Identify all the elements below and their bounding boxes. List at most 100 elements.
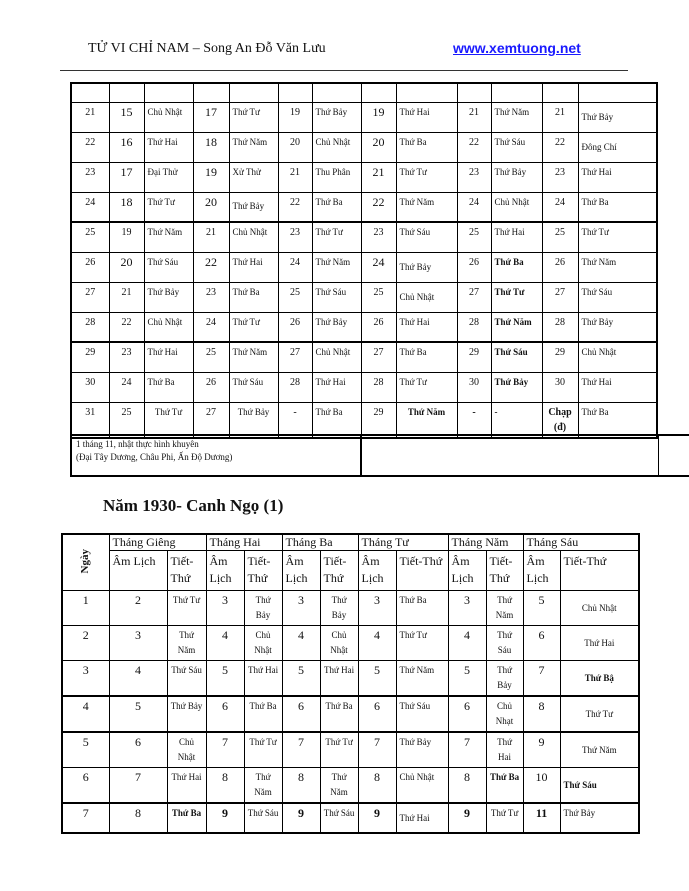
weekday-cell: Thứ Bảy <box>485 660 524 697</box>
day-cell: 22 <box>70 131 110 163</box>
weekday-cell: Thứ Hai <box>577 161 658 193</box>
lunar-date-cell: 6 <box>447 695 487 733</box>
weekday-cell: Thứ Bảy <box>395 731 449 768</box>
weekday-cell: Thứ Năm <box>319 767 359 804</box>
table-row: 26 20 Thứ Sáu 22 Thứ Hai 24 Thứ Năm 24 Thứ Bảy 26… <box>70 251 658 283</box>
lunar-date-cell: 25 <box>108 401 145 438</box>
weekday-cell: Thứ Năm <box>143 221 194 253</box>
day-cell: 3 <box>61 660 110 697</box>
lunar-date-cell: 22 <box>108 311 145 343</box>
weekday-cell: Thứ Bảy <box>559 802 640 834</box>
lunar-date-cell: 7 <box>281 731 321 768</box>
weekday-cell: Thứ Tư <box>485 802 524 834</box>
weekday-cell: Thứ Sáu <box>319 802 359 834</box>
weekday-cell: Thứ Hai <box>143 131 194 163</box>
weekday-cell: Thứ Năm <box>228 131 279 163</box>
lunar-date-cell: 6 <box>108 731 168 768</box>
weekday-cell: Thứ Ba <box>311 401 362 438</box>
lunar-date-cell: 23 <box>541 161 579 193</box>
table-row: 1 2 Thứ Tư 3 Thứ Bảy 3 Thứ Bảy 3 Thứ Ba 3 Thứ Năm 5… <box>61 590 640 626</box>
lunar-date-cell: 26 <box>277 311 313 343</box>
month-header: Tháng Ba <box>281 533 359 551</box>
term-weekday-header: Tiết-Thứ <box>166 550 207 591</box>
weekday-cell: Thứ Tư <box>166 590 207 626</box>
eclipse-note-line1: 1 tháng 11, nhật thực hình khuyên <box>76 439 199 449</box>
lunar-date-cell: 7 <box>108 767 168 804</box>
lunar-date-cell: 24 <box>456 191 492 223</box>
day-column-header: Ngày <box>61 533 110 591</box>
header-title: TỬ VI CHỈ NAM – Song An Đỗ Văn Lưu <box>88 41 326 56</box>
lunar-date-cell: 24 <box>277 251 313 283</box>
empty-cell <box>192 82 230 103</box>
empty-cell <box>456 82 492 103</box>
term-weekday-header: Tiết-Thứ <box>485 550 524 591</box>
lunar-date-cell: 9 <box>522 731 561 768</box>
lunar-date-cell: 24 <box>108 371 145 403</box>
lunar-date-cell: 9 <box>205 802 245 834</box>
lunar-date-cell: 19 <box>108 221 145 253</box>
lunar-date-cell: 25 <box>541 221 579 253</box>
empty-cell <box>108 82 145 103</box>
lunar-date-cell: 19 <box>277 101 313 133</box>
weekday-cell: Thứ Tư <box>228 311 279 343</box>
lunar-date-cell: 24 <box>192 311 230 343</box>
weekday-cell: Thứ Hai <box>311 371 362 403</box>
lunar-header: Âm Lịch <box>108 550 168 591</box>
lunar-date-cell: 28 <box>360 371 397 403</box>
weekday-cell: Chủ Nhật <box>490 191 543 223</box>
weekday-cell: Chủ Nhật <box>243 625 283 661</box>
weekday-cell: Thứ Bảy <box>490 371 543 403</box>
lunar-date-cell: 29 <box>541 341 579 373</box>
table-row: 25 19 Thứ Năm 21 Chủ Nhật 23 Thứ Tư 23 Thứ Sáu 25… <box>70 221 658 253</box>
lunar-date-cell: 28 <box>277 371 313 403</box>
weekday-cell: Thứ Ba <box>395 341 458 373</box>
lunar-date-cell: 4 <box>281 625 321 661</box>
weekday-cell: Thứ Bảy <box>577 311 658 343</box>
lunar-date-cell: 4 <box>447 625 487 661</box>
empty-cell <box>577 82 658 103</box>
day-cell: 29 <box>70 341 110 373</box>
lunar-date-cell: 7 <box>357 731 397 768</box>
lunar-date-cell: 25 <box>192 341 230 373</box>
lunar-date-cell: 22 <box>192 251 230 283</box>
lunar-date-cell: 7 <box>447 731 487 768</box>
lunar-date-cell: 6 <box>281 695 321 733</box>
lunar-date-cell: 26 <box>360 311 397 343</box>
weekday-cell: Thứ Ba <box>395 590 449 626</box>
term-weekday-header: Tiết-Thứ <box>395 550 449 591</box>
website-link[interactable]: www.xemtuong.net <box>453 40 581 56</box>
lunar-date-cell: 5 <box>357 660 397 697</box>
lunar-header: Âm Lịch <box>205 550 245 591</box>
weekday-cell: Thứ Tư <box>143 191 194 223</box>
month-header: Tháng Năm <box>447 533 524 551</box>
lunar-date-cell: 9 <box>357 802 397 834</box>
weekday-cell: Thứ Hai <box>143 341 194 373</box>
weekday-cell: Đại Thử <box>143 161 194 193</box>
weekday-cell: Thứ Bảy <box>166 695 207 733</box>
lunar-date-cell: 20 <box>360 131 397 163</box>
weekday-cell: Thứ Năm <box>243 767 283 804</box>
weekday-cell: Thứ Bảy <box>311 101 362 133</box>
day-cell: 28 <box>70 311 110 343</box>
day-cell: 27 <box>70 281 110 313</box>
lunar-date-cell: 29 <box>360 401 397 438</box>
lunar-date-cell: 3 <box>205 590 245 626</box>
term-weekday-header: Tiết-Thứ <box>243 550 283 591</box>
day-cell: 5 <box>61 731 110 768</box>
weekday-cell: Thứ Tư <box>228 101 279 133</box>
lunar-date-cell: 21 <box>456 101 492 133</box>
weekday-cell: Thứ Tư <box>311 221 362 253</box>
month-header: Tháng Tư <box>357 533 449 551</box>
lunar-date-cell: 23 <box>456 161 492 193</box>
weekday-cell: Thứ Bậ <box>559 660 640 697</box>
weekday-cell: Thứ Bảy <box>228 401 279 438</box>
weekday-cell: Thứ Năm <box>395 191 458 223</box>
weekday-cell: Thứ Ba <box>490 251 543 283</box>
lunar-date-cell: 30 <box>456 371 492 403</box>
lunar-date-cell: 5 <box>205 660 245 697</box>
day-cell: 1 <box>61 590 110 626</box>
empty-cell <box>143 82 194 103</box>
weekday-cell: - <box>490 401 543 438</box>
lunar-date-cell: Chạp (đ) <box>541 401 579 438</box>
calendar-table-continued: 21 15 Chủ Nhật 17 Thứ Tư 19 Thứ Bảy 19 Thứ Hai 21… <box>70 82 658 439</box>
